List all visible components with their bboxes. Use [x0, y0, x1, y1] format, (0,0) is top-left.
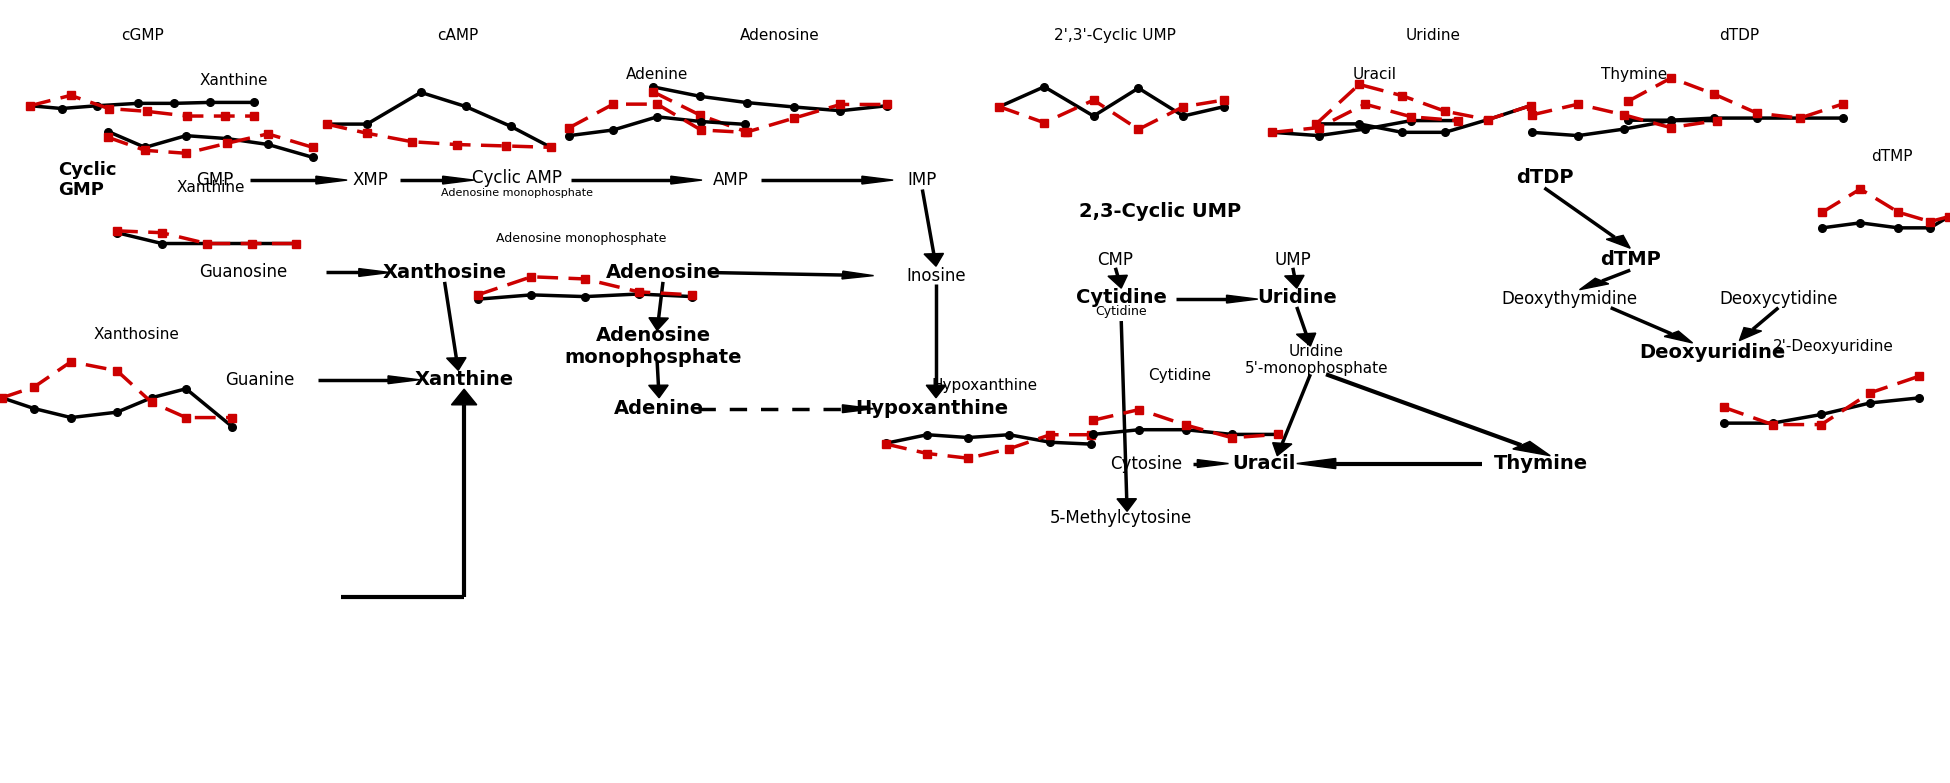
Text: Xanthine: Xanthine [415, 370, 513, 389]
Text: 5-Methylcytosine: 5-Methylcytosine [1051, 510, 1191, 527]
Text: dTDP: dTDP [1515, 168, 1574, 187]
Polygon shape [1197, 460, 1228, 467]
Polygon shape [649, 385, 669, 398]
Polygon shape [1117, 499, 1137, 511]
Polygon shape [1663, 331, 1693, 343]
Text: UMP: UMP [1275, 251, 1310, 269]
Polygon shape [842, 271, 874, 279]
Text: dTDP: dTDP [1720, 27, 1759, 43]
Polygon shape [924, 254, 944, 266]
Text: Deoxythymidine: Deoxythymidine [1502, 290, 1638, 308]
Text: Adenosine monophosphate: Adenosine monophosphate [495, 233, 667, 245]
Text: 2,3-Cyclic UMP: 2,3-Cyclic UMP [1078, 202, 1242, 221]
Text: Uridine: Uridine [1258, 288, 1336, 307]
Text: Cytidine: Cytidine [1149, 368, 1211, 384]
Polygon shape [447, 358, 466, 370]
Text: Cyclic AMP: Cyclic AMP [472, 169, 562, 186]
Polygon shape [1513, 442, 1550, 456]
Text: Adenosine: Adenosine [741, 27, 819, 43]
Text: cGMP: cGMP [121, 27, 164, 43]
Text: GMP: GMP [195, 171, 234, 189]
Text: Guanosine: Guanosine [199, 264, 289, 281]
Polygon shape [671, 176, 702, 184]
Text: Guanine: Guanine [224, 371, 294, 388]
Polygon shape [649, 318, 669, 330]
Text: Xanthosine: Xanthosine [382, 263, 507, 282]
Polygon shape [1108, 276, 1127, 288]
Polygon shape [388, 376, 419, 384]
Text: Hypoxanthine: Hypoxanthine [856, 399, 1008, 418]
Text: Adenosine
monophosphate: Adenosine monophosphate [564, 326, 743, 366]
Text: Hypoxanthine: Hypoxanthine [932, 377, 1037, 393]
Text: Xanthine: Xanthine [176, 180, 246, 196]
Text: 2'-Deoxyuridine: 2'-Deoxyuridine [1773, 338, 1893, 354]
Text: Xanthine: Xanthine [199, 73, 269, 88]
Polygon shape [1607, 236, 1630, 248]
Text: Adenine: Adenine [626, 67, 688, 82]
Polygon shape [316, 176, 347, 184]
Polygon shape [926, 385, 946, 398]
Text: XMP: XMP [353, 171, 388, 189]
Text: cAMP: cAMP [437, 27, 480, 43]
Text: Cytosine: Cytosine [1112, 455, 1182, 472]
Polygon shape [450, 389, 476, 405]
Polygon shape [842, 405, 874, 413]
Text: Deoxyuridine: Deoxyuridine [1638, 343, 1786, 362]
Text: Inosine: Inosine [907, 267, 965, 284]
Text: Adenosine monophosphate: Adenosine monophosphate [441, 188, 593, 197]
Text: Adenine: Adenine [614, 399, 704, 418]
Text: Uracil: Uracil [1353, 67, 1396, 82]
Polygon shape [1739, 327, 1761, 341]
Polygon shape [1273, 442, 1293, 456]
Text: Thymine: Thymine [1494, 454, 1587, 473]
Text: dTMP: dTMP [1870, 149, 1913, 164]
Text: Cyclic
GMP: Cyclic GMP [58, 161, 117, 200]
Text: Cytidine: Cytidine [1076, 288, 1166, 307]
Text: Uridine
5'-monophosphate: Uridine 5'-monophosphate [1244, 344, 1388, 377]
Polygon shape [1285, 276, 1305, 288]
Text: Thymine: Thymine [1601, 67, 1667, 82]
Text: 2',3'-Cyclic UMP: 2',3'-Cyclic UMP [1055, 27, 1176, 43]
Polygon shape [1297, 459, 1336, 468]
Text: dTMP: dTMP [1599, 251, 1661, 269]
Text: Xanthosine: Xanthosine [94, 327, 179, 342]
Text: Adenosine: Adenosine [604, 263, 722, 282]
Polygon shape [862, 176, 893, 184]
Text: CMP: CMP [1098, 251, 1133, 269]
Text: IMP: IMP [907, 171, 938, 189]
Polygon shape [1227, 295, 1258, 303]
Text: Deoxycytidine: Deoxycytidine [1720, 290, 1837, 308]
Text: Uracil: Uracil [1232, 454, 1295, 473]
Text: Uridine: Uridine [1406, 27, 1461, 43]
Text: Cytidine: Cytidine [1096, 305, 1147, 318]
Polygon shape [1580, 278, 1609, 290]
Polygon shape [359, 269, 390, 276]
Text: AMP: AMP [714, 171, 749, 189]
Polygon shape [443, 176, 474, 184]
Polygon shape [1297, 333, 1316, 346]
